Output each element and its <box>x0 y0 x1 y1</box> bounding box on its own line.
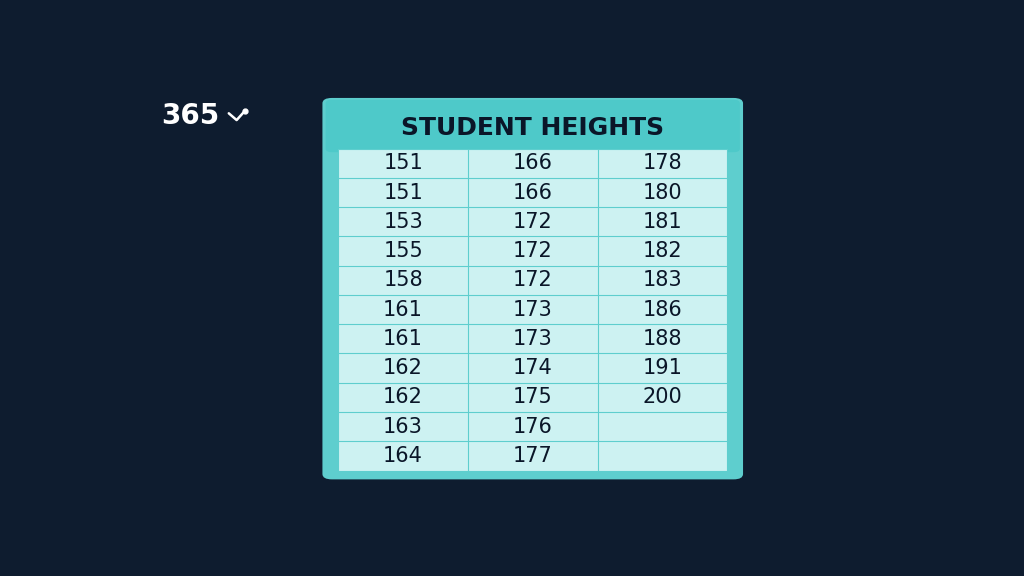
Text: 175: 175 <box>513 387 553 407</box>
Text: 172: 172 <box>513 212 553 232</box>
Text: 181: 181 <box>642 212 682 232</box>
Text: 158: 158 <box>383 270 423 290</box>
Text: 188: 188 <box>643 329 682 349</box>
Text: 182: 182 <box>642 241 682 261</box>
Text: 164: 164 <box>383 446 423 466</box>
Text: 161: 161 <box>383 300 423 320</box>
Text: 161: 161 <box>383 329 423 349</box>
Bar <box>338 149 727 471</box>
Text: 176: 176 <box>513 416 553 437</box>
Text: 163: 163 <box>383 416 423 437</box>
Text: 173: 173 <box>513 300 553 320</box>
Text: 162: 162 <box>383 387 423 407</box>
FancyBboxPatch shape <box>323 98 743 479</box>
Text: 183: 183 <box>642 270 682 290</box>
Text: 151: 151 <box>383 183 423 203</box>
Text: 172: 172 <box>513 241 553 261</box>
FancyBboxPatch shape <box>326 100 740 152</box>
Text: 186: 186 <box>642 300 682 320</box>
Text: 172: 172 <box>513 270 553 290</box>
Text: 365: 365 <box>162 102 219 130</box>
Text: 166: 166 <box>513 183 553 203</box>
Text: 173: 173 <box>513 329 553 349</box>
Text: 151: 151 <box>383 153 423 173</box>
Text: 166: 166 <box>513 153 553 173</box>
Text: STUDENT HEIGHTS: STUDENT HEIGHTS <box>401 116 665 140</box>
Text: 174: 174 <box>513 358 553 378</box>
Text: 155: 155 <box>383 241 423 261</box>
Text: 180: 180 <box>642 183 682 203</box>
Text: 200: 200 <box>642 387 682 407</box>
Text: 191: 191 <box>642 358 682 378</box>
Text: 153: 153 <box>383 212 423 232</box>
Text: 162: 162 <box>383 358 423 378</box>
Text: 178: 178 <box>642 153 682 173</box>
Text: 177: 177 <box>513 446 553 466</box>
